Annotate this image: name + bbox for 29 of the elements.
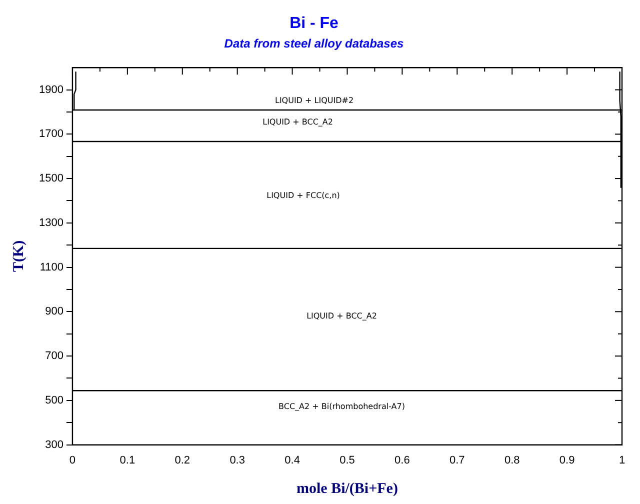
annotation: BCC_A2 + Bi(rhombohedral-A7) [278,402,405,412]
y-tick-label: 1900 [38,84,64,96]
y-tick-label: 700 [45,350,64,362]
chart-title: Bi - Fe [290,15,339,32]
y-tick-label: 900 [45,306,64,318]
x-tick-label: 0.6 [394,454,410,466]
x-tick-label: 0.3 [230,454,245,466]
x-tick-label: 0.2 [174,454,190,466]
x-tick-label: 0.1 [120,454,136,466]
annotation: LIQUID + LIQUID#2 [274,96,354,105]
y-tick-label: 1100 [40,261,64,274]
x-tick-label: 1 [618,454,626,466]
annotation: LIQUID + FCC(c,n) [266,190,340,200]
y-tick-label: 1300 [38,216,64,229]
annotation: LIQUID + BCC_A2 [262,118,333,127]
x-tick-label: 0.4 [284,454,300,466]
x-tick-label: 0.8 [504,454,520,466]
y-tick-label: 1500 [38,172,64,185]
x-tick-label: 0.9 [559,454,575,466]
y-tick-label: 500 [45,394,64,406]
x-tick-label: 0.5 [340,454,355,466]
x-tick-label: 0 [69,454,76,466]
x-axis-title: mole Bi/(Bi+Fe) [296,480,398,497]
y-tick-label: 300 [45,438,64,451]
y-axis-title: T(K) [10,240,27,272]
annotation: LIQUID + BCC_A2 [306,312,377,321]
y-tick-label: 1700 [38,128,64,140]
x-tick-label: 0.7 [449,454,465,466]
chart-subtitle: Data from steel alloy databases [224,36,404,51]
